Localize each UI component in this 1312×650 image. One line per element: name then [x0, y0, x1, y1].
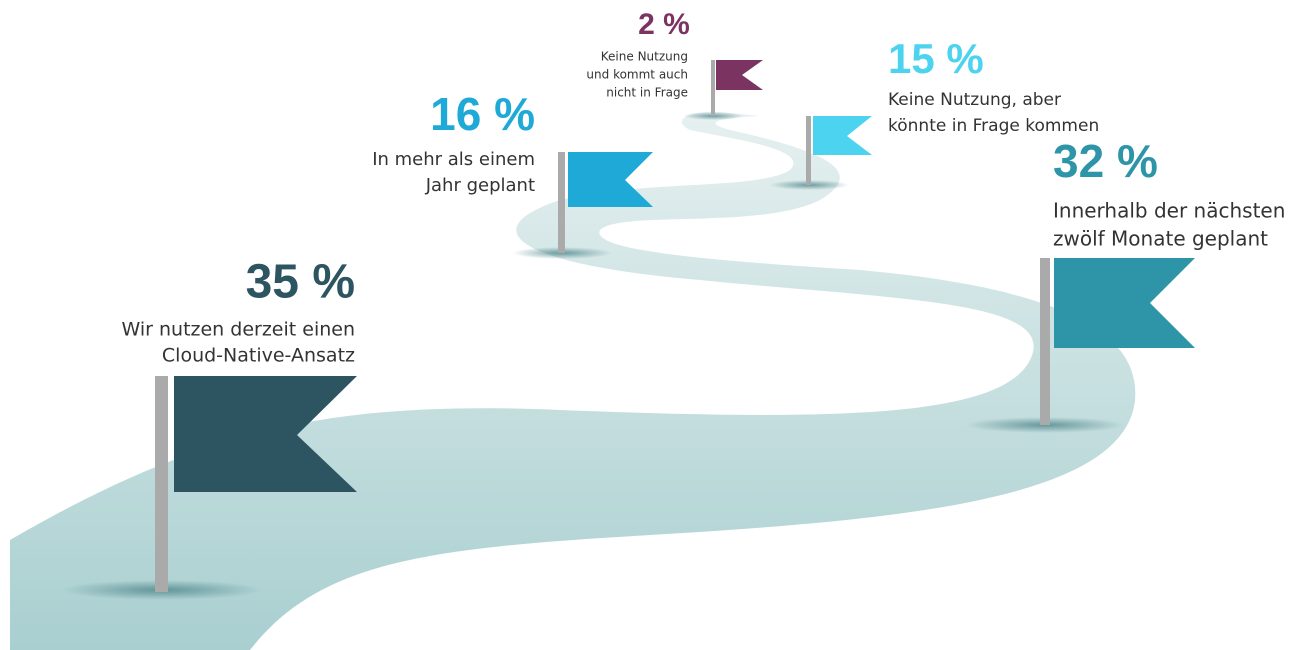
percent: 16 % [430, 88, 535, 140]
flag [769, 116, 872, 190]
flag-pole [806, 116, 811, 185]
label: Keine Nutzung [601, 50, 688, 64]
road-shape [10, 111, 1136, 650]
flag-cloth [813, 116, 872, 155]
label: Wir nutzen derzeit einen [121, 319, 355, 341]
flag-pole [711, 60, 715, 116]
label: nicht in Frage [606, 86, 688, 100]
percent: 2 % [638, 8, 690, 41]
label: könnte in Frage kommen [888, 116, 1099, 136]
flag [62, 376, 357, 600]
percent: 32 % [1053, 135, 1158, 187]
label: Jahr geplant [425, 175, 535, 196]
label: In mehr als einem [372, 149, 535, 170]
flag [512, 152, 653, 259]
flag [683, 60, 763, 120]
flag-cloth [716, 60, 763, 90]
flag-cloth [174, 376, 357, 492]
flag-cloth [568, 152, 653, 207]
flag-pole [1040, 258, 1050, 425]
label: Cloud-Native-Ansatz [162, 345, 355, 367]
flag [965, 258, 1195, 433]
percent: 15 % [888, 35, 984, 82]
label: Innerhalb der nächsten [1053, 199, 1285, 223]
flag-pole [558, 152, 565, 253]
flag-pole [155, 376, 168, 592]
flag-cloth [1054, 258, 1195, 348]
label: zwölf Monate geplant [1053, 227, 1268, 251]
label: und kommt auch [586, 68, 688, 82]
percent: 35 % [246, 256, 355, 309]
road [10, 111, 1136, 650]
label: Keine Nutzung, aber [888, 90, 1061, 110]
